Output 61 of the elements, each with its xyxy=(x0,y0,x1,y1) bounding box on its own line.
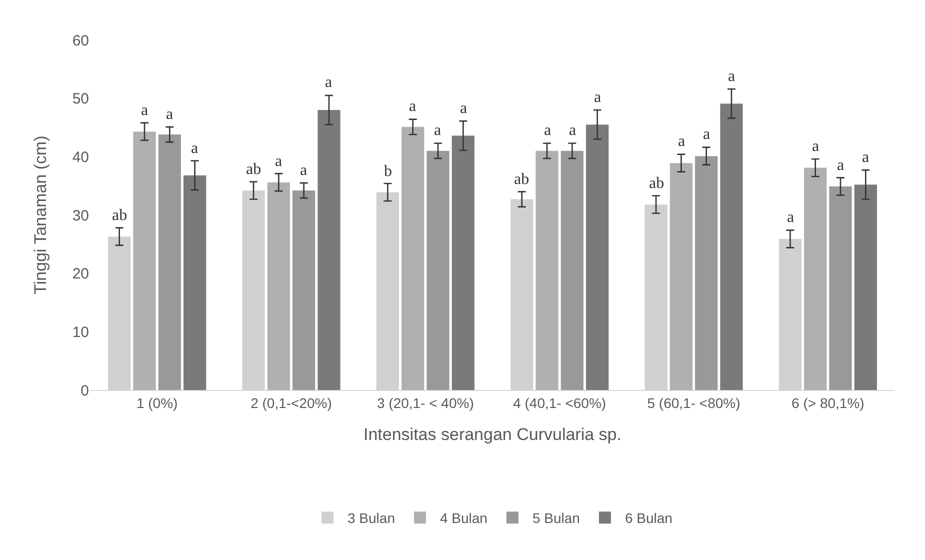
bar xyxy=(670,163,692,390)
bar xyxy=(695,156,718,390)
data-label: a xyxy=(678,133,686,150)
x-tick-label: 1 (0%) xyxy=(136,394,178,411)
x-tick-label: 6 (> 80,1%) xyxy=(792,394,864,411)
x-tick-label: 3 (20,1- < 40%) xyxy=(376,394,474,411)
data-label: a xyxy=(862,149,870,166)
bar xyxy=(318,110,340,390)
y-tick-label: 10 xyxy=(72,324,89,341)
bar xyxy=(804,168,827,390)
x-axis-title: Intensitas serangan Curvularia sp. xyxy=(364,425,622,444)
data-label: a xyxy=(703,126,710,143)
bar xyxy=(402,126,424,390)
y-axis-title: Tinggi Tanaman (cm) xyxy=(31,136,50,294)
legend-label: 6 Bulan xyxy=(624,510,672,526)
data-label: a xyxy=(166,106,174,123)
data-label: a xyxy=(812,138,820,155)
data-label: a xyxy=(434,122,442,139)
bar xyxy=(426,150,450,390)
data-label: a xyxy=(544,122,552,139)
y-tick-label: 30 xyxy=(72,207,89,224)
data-label: a xyxy=(325,74,332,91)
y-tick-label: 50 xyxy=(72,90,89,108)
legend-label: 4 Bulan xyxy=(440,510,488,526)
bar xyxy=(720,104,743,390)
data-label: a xyxy=(300,162,308,179)
data-label: ab xyxy=(246,161,262,178)
y-tick-label: 40 xyxy=(72,148,89,166)
bar xyxy=(292,190,316,390)
data-label: a xyxy=(191,140,198,157)
bar xyxy=(829,186,852,390)
data-label: a xyxy=(275,153,282,170)
data-label: ab xyxy=(514,171,530,188)
x-tick-label: 4 (40,1- <60%) xyxy=(513,394,606,411)
data-label: ab xyxy=(112,207,128,224)
legend-label: 5 Bulan xyxy=(532,510,580,526)
data-label: a xyxy=(728,68,736,85)
legend-label: 3 Bulan xyxy=(348,510,395,526)
x-tick-label: 5 (60,1- <80%) xyxy=(647,394,740,411)
data-label: b xyxy=(384,163,392,180)
data-label: a xyxy=(409,98,416,115)
bar xyxy=(452,136,474,390)
data-label: a xyxy=(460,100,468,117)
bar xyxy=(158,134,181,390)
x-tick-label: 2 (0,1-<20%) xyxy=(250,394,332,411)
bar xyxy=(854,184,877,390)
y-tick-label: 0 xyxy=(80,382,89,400)
data-label: a xyxy=(837,157,844,174)
bar xyxy=(536,150,558,390)
bar xyxy=(586,124,609,390)
data-label: a xyxy=(787,209,794,226)
bar xyxy=(267,182,290,390)
bar xyxy=(133,132,156,390)
data-label: ab xyxy=(649,175,664,192)
bar xyxy=(560,150,584,390)
bar xyxy=(184,175,206,390)
data-label: a xyxy=(569,122,576,139)
data-label: a xyxy=(141,102,148,119)
data-label: a xyxy=(594,89,602,106)
y-tick-label: 60 xyxy=(72,32,89,50)
y-tick-label: 20 xyxy=(72,266,89,283)
